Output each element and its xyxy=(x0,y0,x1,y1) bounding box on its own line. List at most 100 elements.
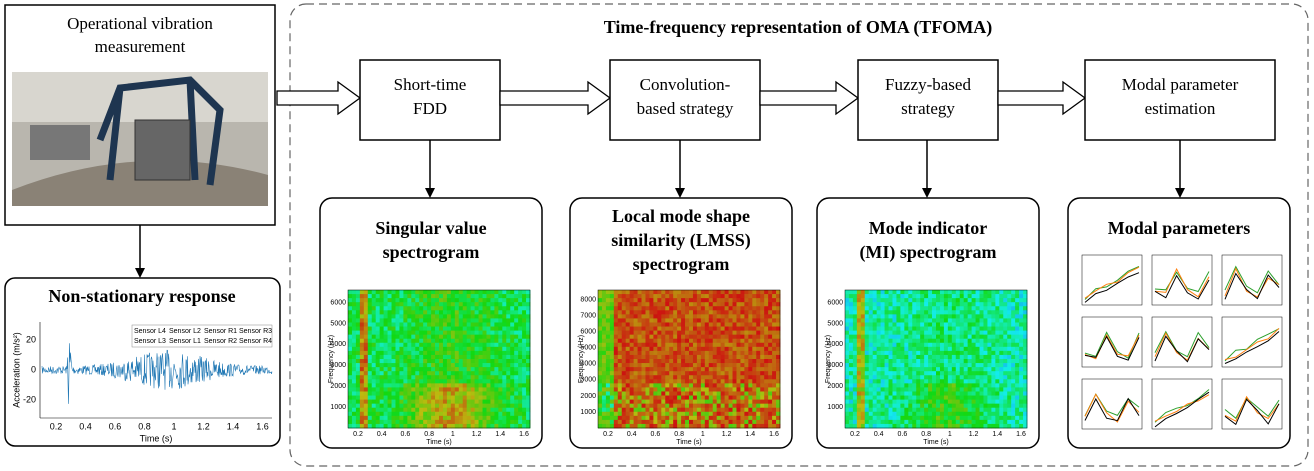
spectrogram-cell xyxy=(486,387,491,392)
spectrogram-cell xyxy=(363,354,369,360)
spectrogram-cell xyxy=(685,403,690,409)
measurement-label: Operational vibration xyxy=(67,14,213,33)
spectrogram-cell xyxy=(462,419,468,425)
spectrogram-cell xyxy=(478,318,483,323)
spectrogram-cell xyxy=(728,363,733,368)
spectrogram-cell xyxy=(645,294,650,299)
spectrogram-cell xyxy=(700,367,706,372)
spectrogram-cell xyxy=(605,354,611,360)
spectrogram-cell xyxy=(736,423,741,429)
spectrogram-cell xyxy=(506,359,511,364)
spectrogram-cell xyxy=(621,318,627,323)
spectrogram-cell xyxy=(772,354,777,360)
spectrogram-cell xyxy=(605,415,611,421)
spectrogram-cell xyxy=(673,399,678,405)
spectrogram-cell xyxy=(760,363,765,368)
spectrogram-cell xyxy=(442,354,448,360)
spectrogram-cell xyxy=(772,395,777,400)
arrow-head xyxy=(922,188,932,198)
spectrogram-cell xyxy=(1019,354,1024,360)
spectrogram-cell xyxy=(1011,411,1016,417)
spectrogram-cell xyxy=(932,342,937,348)
spectrogram-cell xyxy=(1011,359,1016,364)
spectrogram-cell xyxy=(395,294,400,299)
spectrogram-cell xyxy=(967,310,973,315)
spectrogram-cell xyxy=(522,387,527,392)
spectrogram-cell xyxy=(506,326,511,331)
spectrogram-cell xyxy=(379,403,385,409)
spectrogram-cell xyxy=(383,334,388,340)
spectrogram-cell xyxy=(712,395,718,400)
spectrogram-cell xyxy=(892,383,897,388)
spectrogram-cell xyxy=(708,411,714,417)
spectrogram-cell xyxy=(1011,302,1016,307)
spectrogram-cell xyxy=(363,298,369,303)
spectrogram-cell xyxy=(768,326,773,331)
spectrogram-cell xyxy=(768,371,773,376)
spectrogram-cell xyxy=(704,403,710,409)
spectrogram-cell xyxy=(609,354,615,360)
spectrogram-cell xyxy=(423,346,428,352)
spectrogram-cell xyxy=(696,350,702,356)
spectrogram-cell xyxy=(1007,379,1012,384)
spectrogram-cell xyxy=(383,407,388,413)
spectrogram-cell xyxy=(959,383,965,388)
spectrogram-cell xyxy=(696,363,702,368)
spectrogram-cell xyxy=(1023,318,1028,323)
spectrogram-cell xyxy=(967,423,973,429)
spectrogram-cell xyxy=(967,290,973,295)
spectrogram-cell xyxy=(454,407,460,413)
spectrogram-cell xyxy=(888,326,893,331)
spectrogram-cell xyxy=(999,407,1004,413)
spectrogram-cell xyxy=(605,395,611,400)
spectrogram-cell xyxy=(716,383,722,388)
spectrogram-cell xyxy=(928,391,933,396)
spectrogram-cell xyxy=(756,363,761,368)
spectrogram-cell xyxy=(852,415,858,421)
spectrogram-cell xyxy=(351,415,357,421)
spectrogram-cell xyxy=(442,415,448,421)
spectrogram-cell xyxy=(621,403,627,409)
spectrogram-cell xyxy=(1007,322,1012,327)
spectrogram-cell xyxy=(924,411,929,417)
spectrogram-cell xyxy=(872,322,878,327)
spectrogram-cell xyxy=(458,346,464,352)
spectrogram-cell xyxy=(351,322,357,327)
spectrogram-cell xyxy=(518,403,523,409)
spectrogram-cell xyxy=(685,322,690,327)
spectrogram-cell xyxy=(908,338,913,344)
spectrogram-cell xyxy=(617,359,623,364)
spectrogram-cell xyxy=(351,419,357,425)
spectrogram-cell xyxy=(598,415,603,421)
spectrogram-cell xyxy=(951,367,957,372)
spectrogram-cell xyxy=(403,399,408,405)
spectrogram-cell xyxy=(983,419,988,425)
spectrogram-cell xyxy=(510,290,515,295)
spectrogram-cell xyxy=(677,415,682,421)
spectrogram-cell xyxy=(613,411,619,417)
spectrogram-cell xyxy=(860,411,866,417)
spectrogram-cell xyxy=(880,423,885,429)
y-tick-label: 5000 xyxy=(330,320,346,327)
spectrogram-cell xyxy=(848,423,854,429)
spectrogram-cell xyxy=(637,350,642,356)
spectrogram-cell xyxy=(450,354,456,360)
spectrogram-cell xyxy=(696,302,702,307)
spectrogram-cell xyxy=(752,310,757,315)
spectrogram-cell xyxy=(752,322,757,327)
spectrogram-cell xyxy=(700,391,706,396)
spectrogram-cell xyxy=(896,290,901,295)
spectrogram-cell xyxy=(411,350,416,356)
spectrogram-cell xyxy=(704,326,710,331)
spectrogram-cell xyxy=(764,375,769,380)
spectrogram-cell xyxy=(700,411,706,417)
spectrogram-cell xyxy=(617,338,623,344)
spectrogram-cell xyxy=(716,354,722,360)
spectrogram-cell xyxy=(947,395,953,400)
spectrogram-cell xyxy=(939,354,945,360)
spectrogram-cell xyxy=(359,407,365,413)
spectrogram-cell xyxy=(916,298,921,303)
spectrogram-cell xyxy=(876,310,882,315)
spectrogram-cell xyxy=(748,395,753,400)
spectrogram-cell xyxy=(403,298,408,303)
